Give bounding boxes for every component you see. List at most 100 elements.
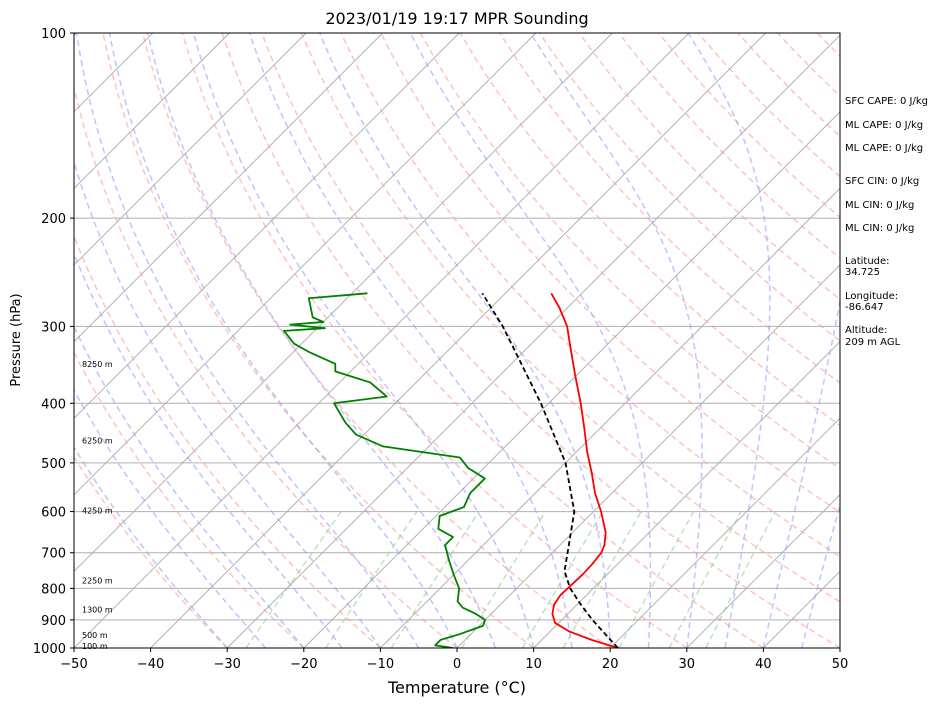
moist-adiabat-line [319, 33, 611, 648]
dry-adiabat-line [221, 33, 764, 648]
isotherm-line [686, 494, 840, 648]
dry-adiabat-line [459, 33, 840, 427]
x-tick-label: 30 [679, 657, 696, 672]
x-tick-label: −40 [137, 657, 164, 672]
moist-adiabat-line [74, 159, 382, 648]
dry-adiabat-line [340, 33, 840, 558]
y-tick-label: 500 [41, 457, 66, 472]
x-tick-label: −30 [213, 657, 240, 672]
moist-adiabat-line [74, 388, 267, 648]
isotherm-line [74, 33, 613, 573]
ml-cape-text-2: ML CAPE: 0 J/kg [845, 143, 923, 154]
isotherm-line [456, 264, 840, 648]
dry-adiabat-line [261, 33, 840, 648]
isotherm-line [150, 33, 766, 648]
isotherm-line [74, 33, 690, 648]
parcel-series-line [481, 292, 619, 648]
isotherm-line [74, 33, 230, 190]
dry-adiabat-line [697, 33, 840, 178]
dry-adiabat-line [419, 33, 840, 470]
y-axis-label: Pressure (hPa) [9, 293, 24, 386]
moist-adiabat-line [762, 297, 840, 648]
y-tick-label: 200 [41, 212, 66, 227]
moist-adiabat-line [529, 33, 703, 648]
x-tick-label: −10 [367, 657, 394, 672]
x-axis: −50 −40 −30 −20 −10 0 10 20 30 40 50 [60, 648, 848, 672]
moist-adiabat-line [409, 33, 652, 648]
moist-adiabat-line [108, 33, 458, 648]
altitude-value: 209 m AGL [845, 337, 901, 348]
moist-adiabat-line [192, 33, 535, 648]
moist-adiabat-line [75, 33, 420, 648]
dewpoint-series-line [283, 292, 487, 648]
longitude-value: -86.647 [845, 302, 884, 313]
dry-adiabat-line [657, 33, 840, 219]
mixing-ratio-line [618, 511, 695, 648]
ml-cin-text-2: ML CIN: 0 J/kg [845, 223, 914, 234]
y-tick-label: 900 [41, 614, 66, 629]
mixing-ratio-line [668, 511, 742, 648]
longitude-label: Longitude: [845, 291, 898, 302]
x-tick-label: 50 [832, 657, 849, 672]
ml-cape-text: ML CAPE: 0 J/kg [845, 120, 923, 131]
y-tick-label: 100 [41, 27, 66, 42]
isotherm-line [303, 111, 840, 648]
height-label: 8250 m [82, 360, 113, 369]
dry-adiabat-line [74, 351, 305, 648]
x-tick-label: −20 [290, 657, 317, 672]
temperature-series-line [550, 292, 619, 648]
moist-adiabat-line [800, 503, 840, 648]
x-tick-label: −50 [60, 657, 87, 672]
dry-adiabat-line [102, 33, 535, 648]
height-label: 2250 m [82, 576, 113, 585]
height-label: 6250 m [82, 437, 113, 446]
y-tick-label: 800 [41, 582, 66, 597]
side-panel: SFC CAPE: 0 J/kg ML CAPE: 0 J/kg ML CAPE… [845, 96, 928, 348]
moist-adiabat-line [248, 33, 573, 648]
dry-adiabat-line [538, 33, 840, 342]
ml-cin-text: ML CIN: 0 J/kg [845, 200, 914, 211]
y-tick-label: 1000 [33, 642, 66, 657]
latitude-value: 34.725 [845, 267, 880, 278]
moist-adiabat-line [74, 251, 343, 648]
moist-adiabat-line [74, 445, 228, 648]
isotherm-line [74, 33, 307, 266]
sfc-cape-text: SFC CAPE: 0 J/kg [845, 96, 928, 107]
y-axis: 1000 900 800 700 600 500 400 300 200 100 [33, 27, 74, 657]
x-tick-label: 20 [602, 657, 619, 672]
mixing-ratio-line [705, 511, 776, 648]
isotherm-line [609, 417, 840, 648]
chart-title: 2023/01/19 19:17 MPR Sounding [325, 9, 588, 28]
height-label: 100 m [82, 642, 108, 651]
latitude-label: Latitude: [845, 256, 890, 267]
x-tick-label: 0 [453, 657, 461, 672]
altitude-label: Altitude: [845, 325, 887, 336]
series-lines [283, 292, 619, 648]
height-label: 500 m [82, 631, 108, 640]
dry-adiabat-line [74, 234, 381, 648]
dry-adiabat-line [499, 33, 840, 384]
mixing-ratio-line [521, 511, 604, 648]
y-tick-label: 600 [41, 506, 66, 521]
isotherm-line [533, 340, 840, 648]
sfc-cin-text: SFC CIN: 0 J/kg [845, 176, 919, 187]
x-tick-label: 10 [525, 657, 542, 672]
isotherm-line [74, 33, 537, 496]
x-tick-label: 40 [755, 657, 772, 672]
height-label: 1300 m [82, 605, 113, 614]
isotherm-line [226, 34, 840, 648]
y-tick-label: 400 [41, 397, 66, 412]
y-tick-label: 700 [41, 547, 66, 562]
mixing-ratio-line [390, 511, 480, 648]
height-label: 4250 m [82, 507, 113, 516]
x-axis-label: Temperature (°C) [387, 678, 526, 697]
y-tick-label: 300 [41, 320, 66, 335]
isotherm-line [74, 33, 460, 419]
moist-adiabat-line [687, 33, 771, 648]
isotherm-line [74, 33, 383, 343]
isotherm-line [380, 187, 840, 648]
dry-adiabat-line [74, 84, 458, 648]
